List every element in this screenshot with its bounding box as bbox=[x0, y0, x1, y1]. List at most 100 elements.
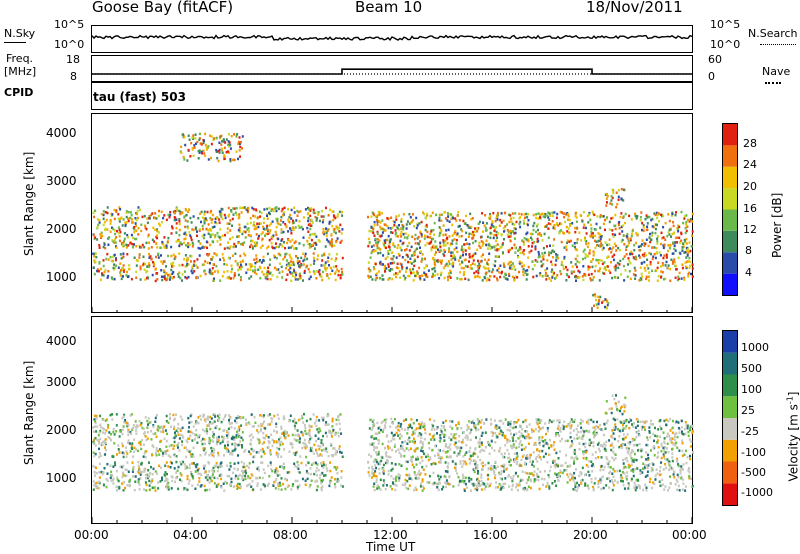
power-cell-3-469 bbox=[476, 248, 479, 251]
power-cell-1-578 bbox=[256, 222, 259, 225]
velocity-cell-1-581 bbox=[280, 425, 283, 429]
power-cell-1-65 bbox=[190, 221, 193, 224]
velocity-cell-1-657 bbox=[315, 448, 317, 452]
velocity-cell-0-392 bbox=[98, 462, 101, 466]
velocity-cell-0-150 bbox=[232, 471, 235, 475]
power-cell-3-86 bbox=[499, 275, 502, 279]
velocity-cell-1-203 bbox=[169, 425, 172, 428]
power-cell-3-1511 bbox=[485, 279, 488, 282]
power-cell-3-697 bbox=[581, 275, 584, 278]
power-cell-0-369 bbox=[236, 262, 239, 265]
power-cell-1-524 bbox=[210, 218, 213, 221]
power-cell-3-878 bbox=[400, 231, 403, 234]
velocity-cell-2-228 bbox=[394, 417, 396, 421]
velocity-cell-0-394 bbox=[150, 465, 152, 469]
velocity-cell-1-600 bbox=[192, 455, 195, 458]
power-cell-1-593 bbox=[197, 240, 200, 243]
power-cell-1-240 bbox=[180, 243, 183, 246]
velocity-cell-0-249 bbox=[144, 477, 147, 480]
power-cell-3-871 bbox=[407, 274, 410, 278]
velocity-cell-2-493 bbox=[666, 458, 669, 461]
power-cell-3-75 bbox=[578, 270, 581, 274]
power-cell-1-450 bbox=[214, 217, 217, 221]
cpid-panel-frame bbox=[91, 82, 693, 110]
power-cell-3-1372 bbox=[482, 253, 484, 256]
power-cell-3-249 bbox=[403, 278, 406, 281]
power-cell-0-300 bbox=[334, 278, 337, 282]
velocity-cell-2-514 bbox=[412, 432, 415, 435]
power-cell-3-43 bbox=[412, 267, 414, 271]
power-cell-1-555 bbox=[131, 245, 134, 249]
power-cell-3-1430 bbox=[667, 249, 669, 253]
power-cell-1-703 bbox=[109, 218, 112, 222]
velocity-cell-0-321 bbox=[261, 461, 264, 464]
velocity-cell-0-1 bbox=[226, 464, 229, 467]
power-cell-3-169 bbox=[688, 241, 691, 244]
velocity-cell-1-406 bbox=[248, 422, 251, 426]
power-cell-3-1091 bbox=[634, 214, 637, 218]
velocity-cell-1-619 bbox=[263, 452, 266, 455]
power-cell-3-141 bbox=[574, 230, 577, 234]
power-cell-1-508 bbox=[261, 244, 264, 247]
power-cell-2-67 bbox=[222, 138, 225, 141]
velocity-cell-0-434 bbox=[93, 470, 96, 474]
velocity-cell-1-259 bbox=[155, 454, 158, 457]
power-cell-3-1577 bbox=[614, 264, 617, 267]
power-cell-3-1028 bbox=[656, 239, 659, 243]
power-cell-3-1458 bbox=[383, 239, 386, 242]
power-cell-1-269 bbox=[113, 208, 116, 212]
power-cell-0-451 bbox=[107, 274, 110, 278]
power-cell-1-215 bbox=[106, 206, 109, 209]
power-cell-1-725 bbox=[216, 216, 219, 220]
power-cell-3-40 bbox=[369, 256, 372, 259]
velocity-cell-1-244 bbox=[326, 450, 329, 454]
power-cell-4-20 bbox=[604, 298, 607, 301]
power-cell-3-738 bbox=[415, 216, 418, 220]
power-cell-3-72 bbox=[478, 241, 481, 245]
power-cell-3-1226 bbox=[549, 222, 552, 226]
power-cell-1-634 bbox=[140, 229, 143, 233]
power-cell-0-472 bbox=[184, 276, 187, 279]
power-cell-0-299 bbox=[154, 279, 157, 283]
velocity-cell-1-515 bbox=[231, 421, 233, 425]
power-cell-1-505 bbox=[203, 219, 206, 222]
velocity-cell-1-489 bbox=[239, 435, 242, 439]
velocity-cell-2-105 bbox=[585, 449, 588, 453]
velocity-cell-2-523 bbox=[529, 460, 532, 463]
power-cell-3-74 bbox=[494, 260, 497, 263]
power-cell-3-954 bbox=[613, 253, 616, 257]
power-cell-1-453 bbox=[238, 223, 241, 226]
power-cell-0-444 bbox=[190, 255, 193, 258]
velocity-cell-1-382 bbox=[250, 438, 253, 442]
power-cell-1-568 bbox=[188, 208, 191, 211]
power-cell-3-507 bbox=[587, 242, 590, 245]
velocity-cell-2-213 bbox=[630, 463, 633, 466]
power-cell-3-1241 bbox=[384, 229, 387, 232]
power-cell-3-631 bbox=[674, 213, 677, 217]
velocity-cell-1-240 bbox=[104, 446, 106, 449]
power-cell-1-383 bbox=[100, 235, 103, 239]
velocity-cell-1-392 bbox=[131, 442, 134, 445]
power-cell-3-1520 bbox=[656, 216, 659, 220]
velocity-cell-0-447 bbox=[252, 488, 255, 491]
power-cell-3-381 bbox=[658, 251, 661, 254]
power-cell-1-495 bbox=[229, 245, 232, 248]
power-cell-5-2 bbox=[615, 191, 618, 194]
power-cell-1-392 bbox=[105, 218, 108, 222]
velocity-cell-1-38 bbox=[327, 454, 330, 458]
velocity-cell-0-471 bbox=[121, 475, 124, 479]
power-cell-3-46 bbox=[446, 242, 449, 245]
power-cell-3-56 bbox=[578, 261, 581, 264]
velocity-cell-0-182 bbox=[115, 485, 118, 489]
velocity-cell-0-278 bbox=[314, 480, 317, 483]
power-cell-1-602 bbox=[102, 223, 105, 227]
velocity-cell-2-309 bbox=[496, 424, 499, 428]
power-cell-3-1376 bbox=[377, 241, 380, 244]
velocity-cell-2-71 bbox=[401, 483, 404, 486]
velocity-cell-1-365 bbox=[223, 429, 226, 432]
power-cell-3-714 bbox=[484, 267, 487, 270]
velocity-cell-2-49 bbox=[443, 435, 446, 439]
power-cell-3-1024 bbox=[405, 227, 408, 230]
power-cell-0-225 bbox=[183, 270, 186, 273]
velocity-cell-2-575 bbox=[645, 451, 648, 454]
